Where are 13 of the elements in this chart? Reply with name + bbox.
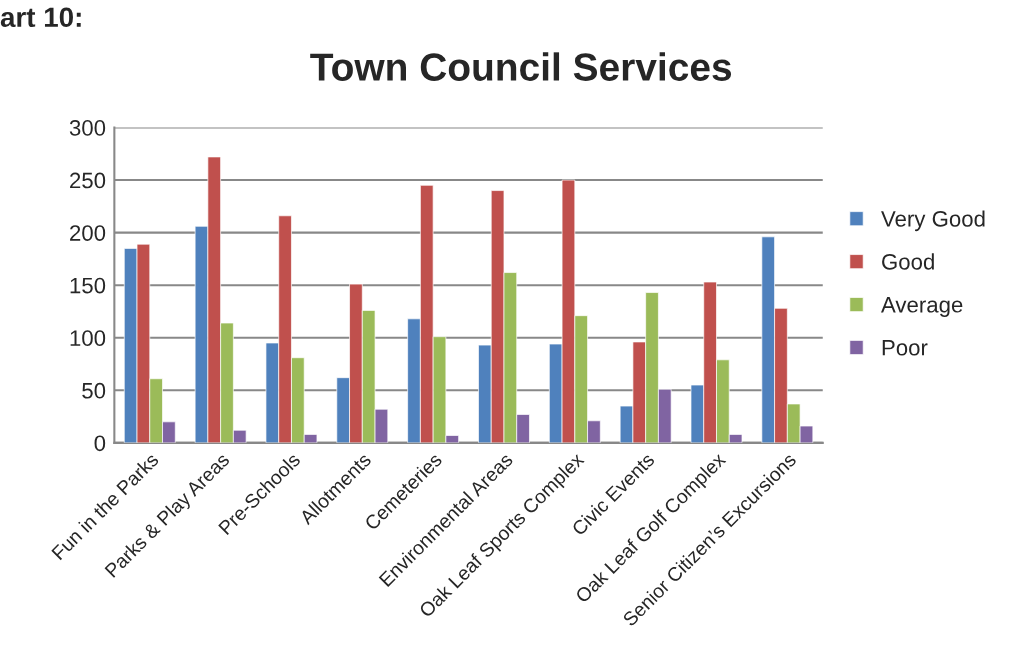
- chart-title: Town Council Services: [310, 52, 732, 81]
- y-tick-label: 150: [70, 277, 106, 294]
- y-tick-label: 0: [94, 435, 106, 452]
- legend-label: Very Good: [881, 210, 985, 232]
- legend-label: Poor: [882, 340, 928, 356]
- y-tick-label: 50: [82, 382, 106, 399]
- text: art 10:: [0, 7, 81, 28]
- legend-label: Good: [882, 253, 934, 270]
- y-tick-label: 250: [70, 172, 106, 189]
- y-tick-label: 300: [69, 120, 106, 136]
- y-tick-label: 200: [70, 225, 106, 241]
- y-tick-label: 100: [70, 330, 106, 347]
- legend-label: Average: [881, 297, 963, 317]
